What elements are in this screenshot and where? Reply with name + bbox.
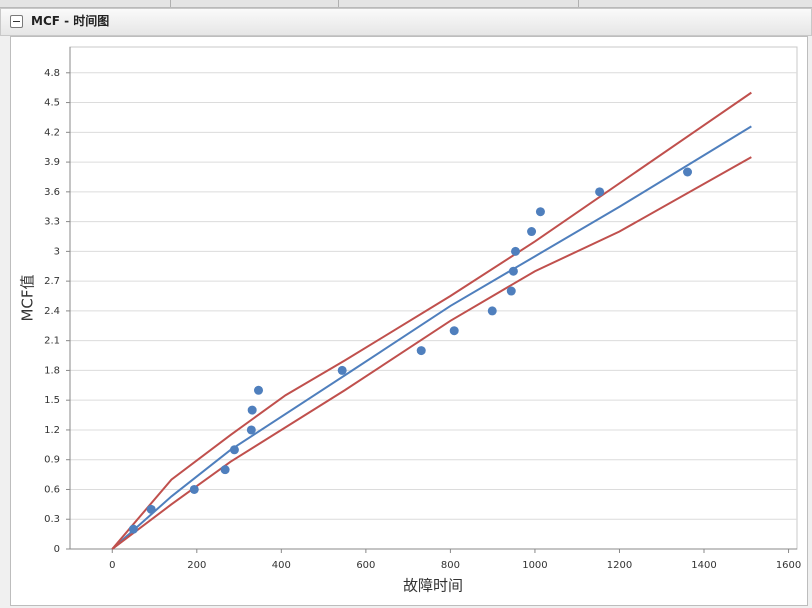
x-tick-label: 800 [441,560,460,571]
data-point [506,286,516,296]
data-point [146,504,156,514]
y-tick-label: 1.2 [44,425,60,436]
data-point [254,385,264,395]
data-point [229,445,239,455]
data-point [527,227,537,237]
tab-strip [0,0,812,8]
data-point [128,524,138,534]
y-tick-label: 0.9 [44,455,60,466]
x-tick-label: 1400 [691,560,716,571]
y-tick-label: 2.4 [44,306,60,317]
panel-header: MCF - 时间图 [0,8,812,36]
y-tick-label: 1.5 [44,395,60,406]
data-point [247,405,257,415]
data-point [246,425,256,435]
y-tick-label: 0.6 [44,484,60,495]
y-tick-label: 4.5 [44,98,60,109]
y-tick-label: 3.9 [44,157,60,168]
y-tick-label: 4.8 [44,68,60,79]
data-point [487,306,497,316]
y-tick-label: 1.8 [44,365,60,376]
series-line [111,91,752,550]
data-point [189,484,199,494]
x-tick-label: 1600 [776,560,801,571]
data-point [220,465,230,475]
x-tick-label: 1000 [522,560,547,571]
x-tick-label: 200 [187,560,206,571]
tab-separator [578,0,579,7]
y-tick-label: 2.7 [44,276,60,287]
tab-separator [170,0,171,7]
data-point [595,187,605,197]
y-tick-label: 0 [54,544,60,555]
x-tick-label: 400 [272,560,291,571]
collapse-button[interactable] [10,15,23,28]
data-point [683,167,693,177]
data-point [508,266,518,276]
x-axis-title: 故障时间 [403,577,463,595]
y-tick-label: 3.6 [44,187,60,198]
y-tick-label: 2.1 [44,336,60,347]
data-point [535,207,545,217]
data-point [416,346,426,356]
series-line [111,125,752,550]
x-tick-label: 1200 [607,560,632,571]
tab-separator [338,0,339,7]
series-line [111,156,752,550]
x-tick-label: 600 [356,560,375,571]
data-point [449,326,459,336]
x-tick-label: 0 [109,560,115,571]
y-tick-label: 3 [54,246,60,257]
y-tick-label: 4.2 [44,127,60,138]
y-tick-label: 3.3 [44,217,60,228]
panel-title: MCF - 时间图 [31,14,110,28]
y-tick-label: 0.3 [44,514,60,525]
data-point [510,246,520,256]
data-point [337,365,347,375]
y-axis-title: MCF值 [19,274,37,321]
